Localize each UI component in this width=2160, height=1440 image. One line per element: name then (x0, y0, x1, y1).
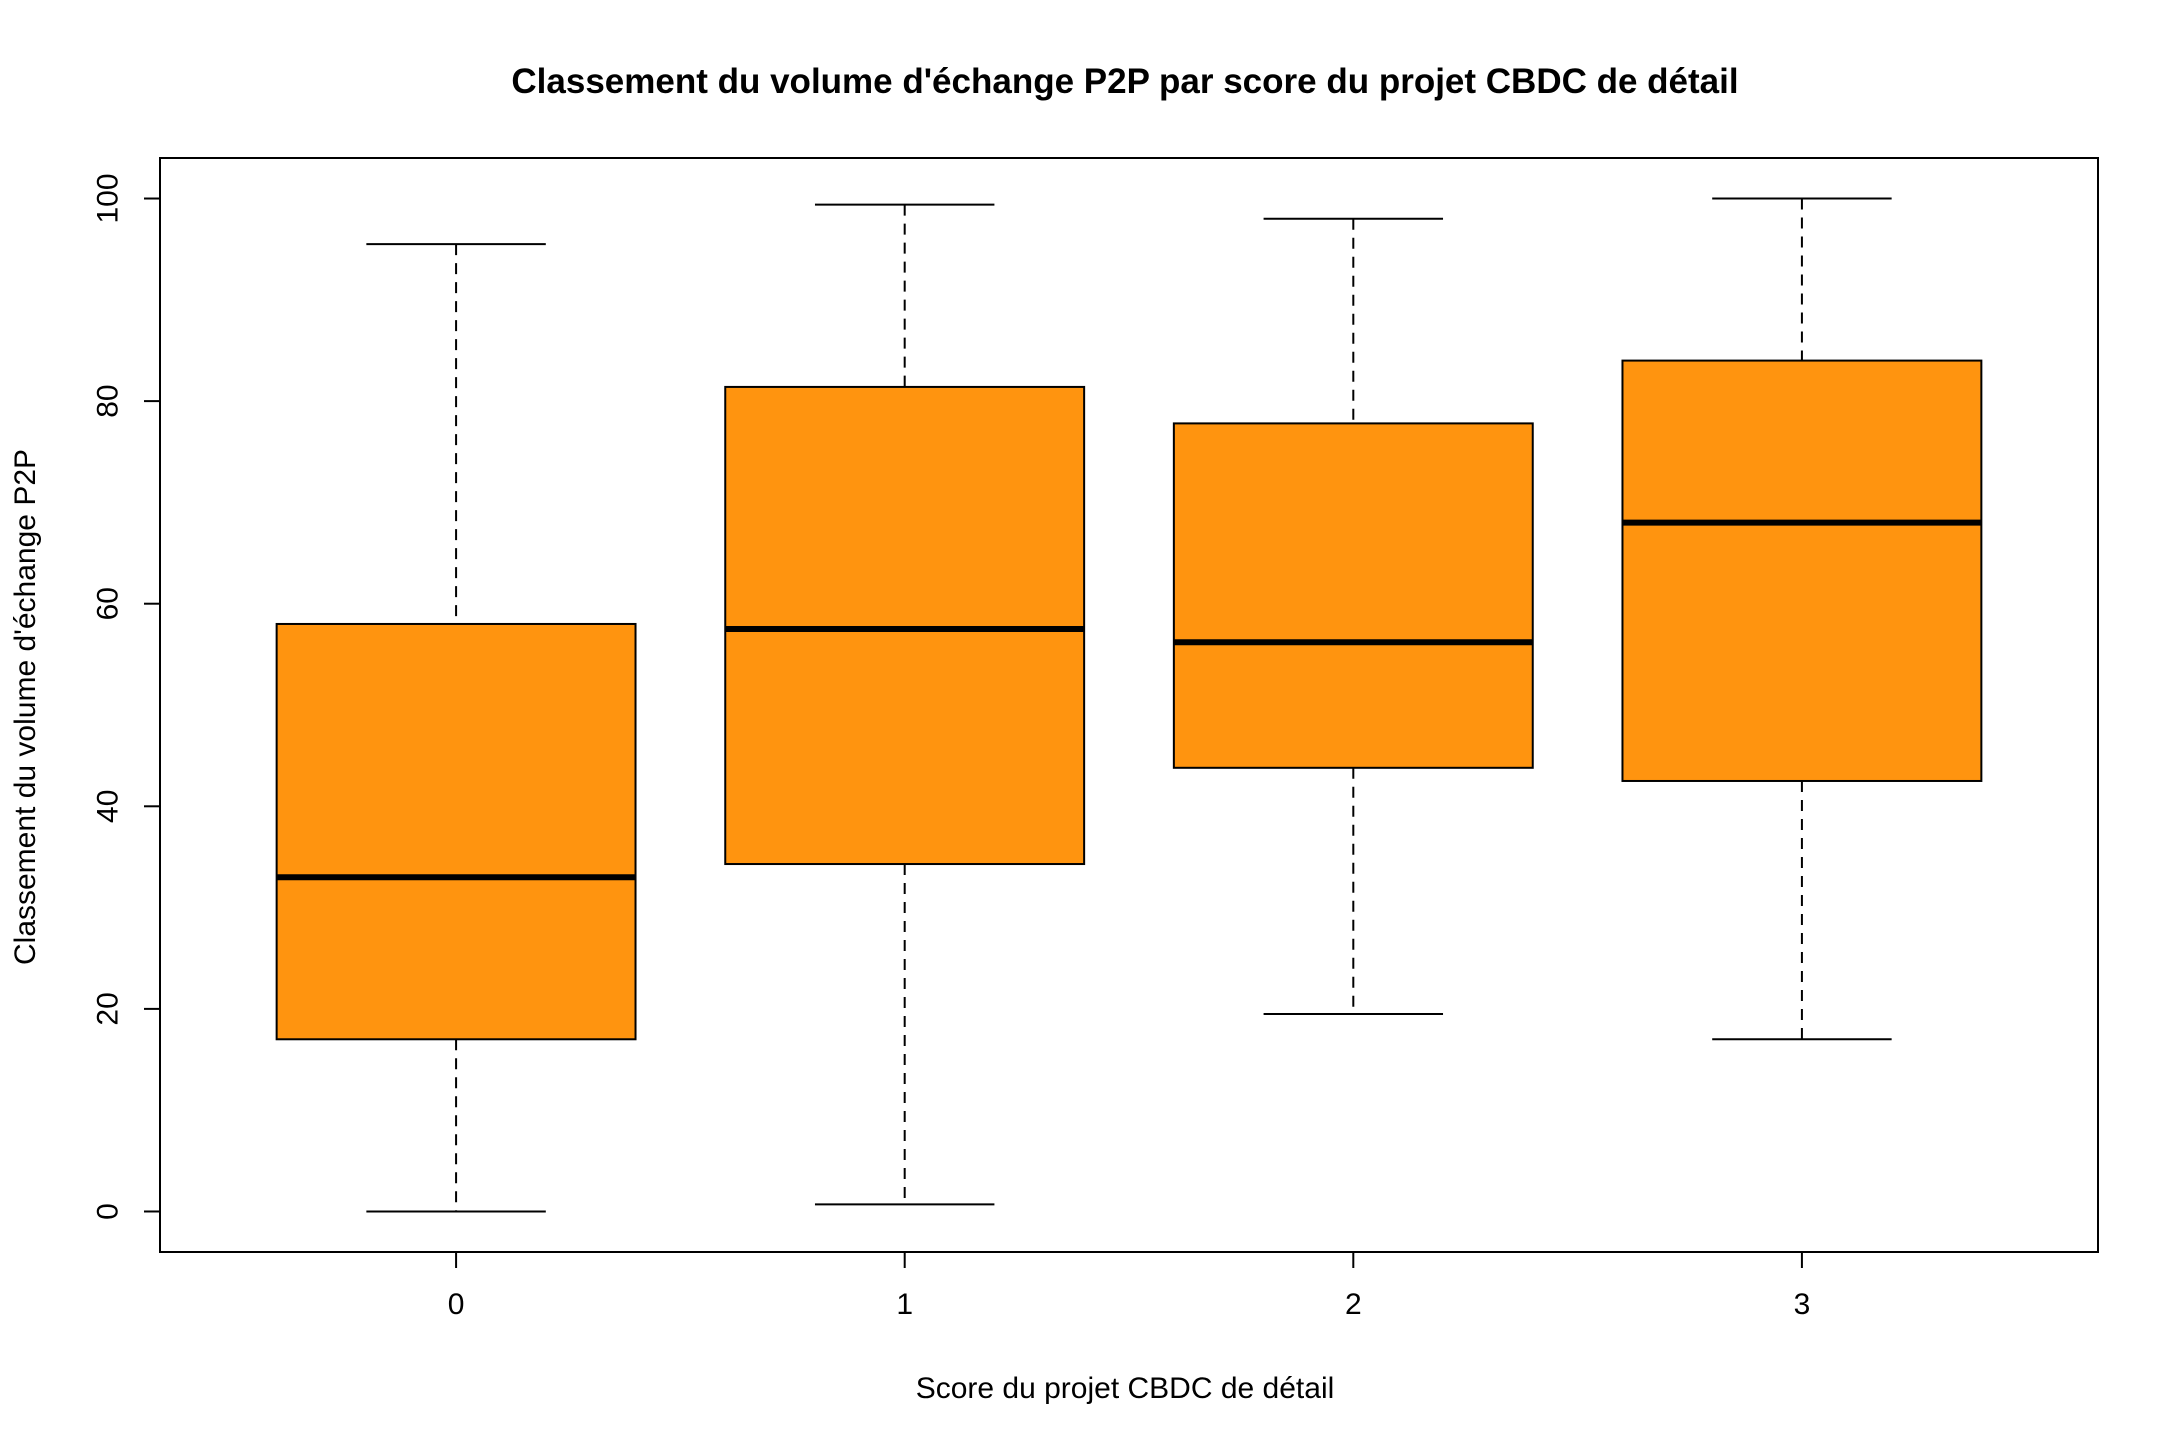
x-tick-label-2: 2 (1345, 1288, 1362, 1321)
y-tick-label-60: 60 (92, 587, 125, 620)
x-axis-label: Score du projet CBDC de détail (916, 1372, 1335, 1405)
y-tick-label-20: 20 (92, 992, 125, 1025)
x-tick-label-1: 1 (896, 1288, 913, 1321)
y-tick-label-40: 40 (92, 790, 125, 823)
plot-frame (159, 157, 2099, 1253)
y-axis-label: Classement du volume d'échange P2P (9, 449, 42, 965)
chart-title: Classement du volume d'échange P2P par s… (511, 62, 1738, 101)
box-0-iqr-rect (275, 622, 637, 1041)
box-3-iqr-rect (1621, 359, 1983, 782)
x-tick-label-3: 3 (1794, 1288, 1811, 1321)
x-tick-label-0: 0 (448, 1288, 465, 1321)
plot-area: 0 20 40 60 80 100 0 1 2 3 (92, 157, 2099, 1321)
y-tick-label-0: 0 (92, 1203, 125, 1220)
box-1-iqr-rect (724, 385, 1086, 866)
y-tick-label-80: 80 (92, 384, 125, 417)
y-tick-label-100: 100 (92, 173, 125, 223)
box-2-iqr-rect (1172, 422, 1534, 769)
